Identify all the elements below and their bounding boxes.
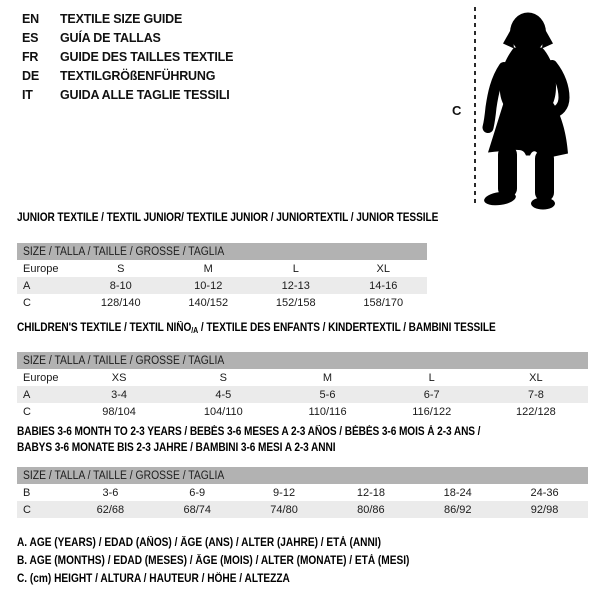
title-line: BABYS 3-6 MONATE BIS 2-3 JAHRE / BAMBINI…: [17, 442, 336, 454]
table-row-height: C 128/140 140/152 152/158 158/170: [17, 294, 427, 311]
junior-textile-section: JUNIOR TEXTILE / TEXTIL JUNIOR/ TEXTILE …: [17, 212, 439, 311]
cell: 158/170: [363, 296, 404, 309]
cell: XS: [111, 371, 127, 384]
cell: 62/68: [96, 503, 125, 516]
language-row: EN TEXTILE SIZE GUIDE: [22, 9, 233, 28]
row-label: B: [23, 486, 31, 499]
cell: 6-9: [189, 486, 206, 499]
language-title: TEXTILGRÖßENFÜHRUNG: [60, 68, 216, 83]
language-row: FR GUIDE DES TAILLES TEXTILE: [22, 47, 233, 66]
cell: 92/98: [530, 503, 559, 516]
cell: M: [322, 371, 333, 384]
row-label: A: [23, 388, 31, 401]
title-text: / TEXTILE DES ENFANTS / KINDERTEXTIL / B…: [198, 322, 496, 334]
children-table-title: CHILDREN'S TEXTILE / TEXTIL NIÑO/A / TEX…: [17, 322, 519, 337]
language-title: GUIDE DES TAILLES TEXTILE: [60, 49, 234, 64]
cell: 12-18: [356, 486, 385, 499]
title-line: BABIES 3-6 MONTH TO 2-3 YEARS / BEBÉS 3-…: [17, 426, 481, 438]
table-row-europe: Europe S M L XL: [17, 260, 427, 277]
junior-table-title: JUNIOR TEXTILE / TEXTIL JUNIOR/ TEXTILE …: [17, 212, 439, 224]
measurement-legend: A. AGE (YEARS) / EDAD (AÑOS) / ÂGE (ANS)…: [17, 534, 463, 588]
row-label: Europe: [23, 262, 59, 275]
cell: 18-24: [443, 486, 472, 499]
legend-line-a: A. AGE (YEARS) / EDAD (AÑOS) / ÂGE (ANS)…: [17, 537, 381, 549]
size-header-bar: SIZE / TALLA / TAILLE / GRÖSSE / TAGLIA: [17, 352, 588, 369]
cell: XL: [376, 262, 390, 275]
cell: S: [219, 371, 227, 384]
table-row-height: C 98/104 104/110 110/116 116/122 122/128: [17, 403, 588, 420]
size-header-label: SIZE / TALLA / TAILLE / GRÖSSE / TAGLIA: [23, 469, 225, 482]
height-measure-label: C: [452, 103, 462, 118]
language-title: TEXTILE SIZE GUIDE: [60, 11, 183, 26]
cell: 14-16: [369, 279, 398, 292]
cell: 3-6: [102, 486, 119, 499]
cell: 68/74: [183, 503, 211, 516]
cell: 4-5: [215, 388, 232, 401]
language-code: FR: [22, 49, 39, 64]
table-row-age: A 8-10 10-12 12-13 14-16: [17, 277, 427, 294]
cell: 12-13: [281, 279, 310, 292]
cell: L: [292, 262, 299, 275]
height-dashed-line: [474, 7, 476, 205]
row-label: C: [23, 405, 31, 418]
legend-line-c: C. (cm) HEIGHT / ALTURA / HAUTEUR / HÖHE…: [17, 573, 290, 585]
cell: 98/104: [102, 405, 136, 418]
cell: 6-7: [423, 388, 440, 401]
size-header-bar: SIZE / TALLA / TAILLE / GRÖSSE / TAGLIA: [17, 243, 427, 260]
row-label: Europe: [23, 371, 59, 384]
cell: 24-36: [530, 486, 559, 499]
title-subscript: /A: [191, 326, 199, 335]
table-row-europe: Europe XS S M L XL: [17, 369, 588, 386]
baby-silhouette-icon: [482, 12, 570, 210]
cell: L: [428, 371, 435, 384]
babies-table-title: BABIES 3-6 MONTH TO 2-3 YEARS / BEBÉS 3-…: [17, 424, 588, 456]
cell: 74/80: [270, 503, 298, 516]
children-textile-section: CHILDREN'S TEXTILE / TEXTIL NIÑO/A / TEX…: [17, 322, 588, 420]
size-header-label: SIZE / TALLA / TAILLE / GRÖSSE / TAGLIA: [23, 245, 225, 258]
cell: 3-4: [111, 388, 128, 401]
cell: S: [117, 262, 125, 275]
language-code: DE: [22, 68, 39, 83]
cell: 116/122: [412, 405, 452, 418]
language-title: GUIDA ALLE TAGLIE TESSILI: [60, 87, 230, 102]
table-row-age: A 3-4 4-5 5-6 6-7 7-8: [17, 386, 588, 403]
cell: 128/140: [100, 296, 141, 309]
babies-textile-section: BABIES 3-6 MONTH TO 2-3 YEARS / BEBÉS 3-…: [17, 424, 588, 518]
cell: 110/116: [308, 405, 347, 418]
language-code: IT: [22, 87, 33, 102]
cell: 140/152: [188, 296, 229, 309]
cell: M: [203, 262, 213, 275]
cell: 7-8: [527, 388, 544, 401]
cell: 10-12: [194, 279, 223, 292]
language-row: DE TEXTILGRÖßENFÜHRUNG: [22, 66, 233, 85]
cell: 122/128: [516, 405, 556, 418]
cell: 8-10: [109, 279, 132, 292]
language-row: ES GUÍA DE TALLAS: [22, 28, 233, 47]
row-label: A: [23, 279, 31, 292]
row-label: C: [23, 503, 31, 516]
cell: 9-12: [273, 486, 296, 499]
size-header-bar: SIZE / TALLA / TAILLE / GRÖSSE / TAGLIA: [17, 467, 588, 484]
cell: 104/110: [203, 405, 243, 418]
cell: XL: [529, 371, 543, 384]
language-row: IT GUIDA ALLE TAGLIE TESSILI: [22, 85, 233, 104]
legend-line-b: B. AGE (MONTHS) / EDAD (MESES) / ÂGE (MO…: [17, 555, 410, 567]
table-row-months: B 3-6 6-9 9-12 12-18 18-24 24-36: [17, 484, 588, 501]
language-code: EN: [22, 11, 39, 26]
language-code: ES: [22, 30, 39, 45]
cell: 5-6: [319, 388, 336, 401]
size-header-label: SIZE / TALLA / TAILLE / GRÖSSE / TAGLIA: [23, 354, 225, 367]
table-row-height: C 62/68 68/74 74/80 80/86 86/92 92/98: [17, 501, 588, 518]
row-label: C: [23, 296, 31, 309]
cell: 86/92: [443, 503, 472, 516]
language-title: GUÍA DE TALLAS: [60, 30, 161, 45]
title-text: CHILDREN'S TEXTILE / TEXTIL NIÑO: [17, 322, 192, 334]
cell: 152/158: [275, 296, 316, 309]
language-title-list: EN TEXTILE SIZE GUIDE ES GUÍA DE TALLAS …: [22, 9, 233, 104]
cell: 80/86: [357, 503, 385, 516]
